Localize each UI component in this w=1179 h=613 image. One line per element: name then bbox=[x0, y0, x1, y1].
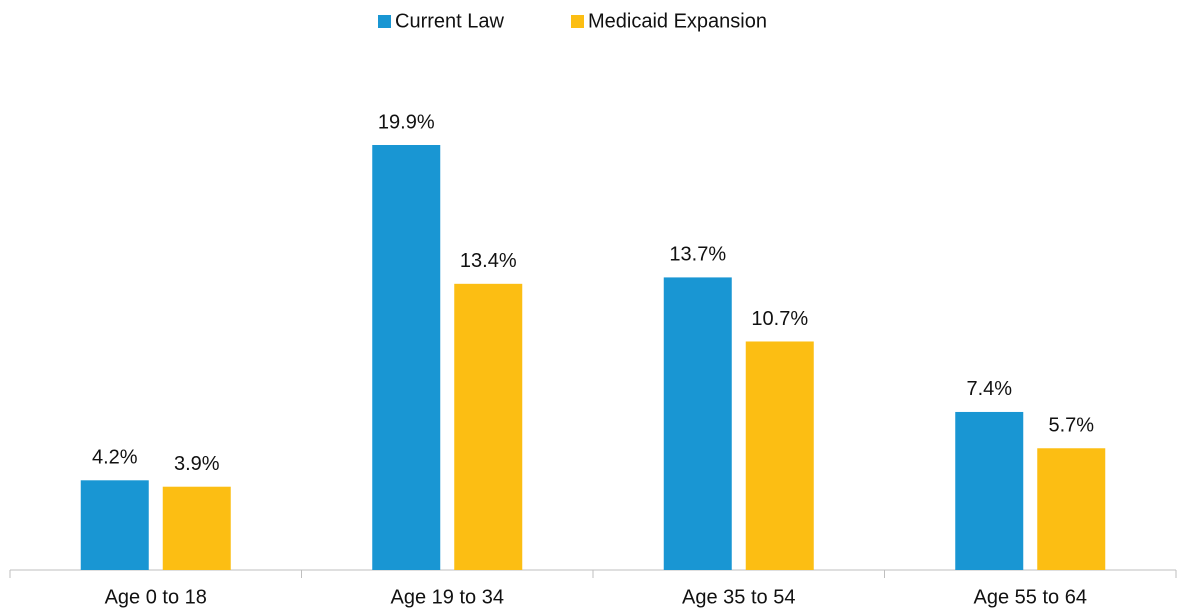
bar bbox=[80, 480, 149, 570]
bar bbox=[1037, 448, 1106, 570]
legend-swatch bbox=[571, 15, 584, 28]
value-label: 3.9% bbox=[174, 453, 220, 475]
legend-swatch bbox=[378, 15, 391, 28]
legend-label: Medicaid Expansion bbox=[588, 10, 767, 32]
bar bbox=[955, 411, 1024, 570]
bar bbox=[745, 341, 814, 570]
value-label: 7.4% bbox=[966, 378, 1012, 400]
value-label: 10.7% bbox=[751, 308, 808, 330]
value-label: 19.9% bbox=[378, 111, 435, 133]
bar bbox=[454, 283, 523, 570]
x-tick-label: Age 35 to 54 bbox=[682, 586, 795, 608]
bar bbox=[162, 486, 231, 570]
x-tick-label: Age 19 to 34 bbox=[391, 586, 504, 608]
x-tick-label: Age 55 to 64 bbox=[974, 586, 1087, 608]
bar bbox=[372, 145, 441, 570]
legend-label: Current Law bbox=[395, 10, 504, 32]
value-label: 13.4% bbox=[460, 250, 517, 272]
value-label: 4.2% bbox=[92, 447, 138, 469]
value-label: 5.7% bbox=[1048, 415, 1094, 437]
x-tick-label: Age 0 to 18 bbox=[105, 586, 207, 608]
value-label: 13.7% bbox=[669, 244, 726, 266]
bar bbox=[663, 277, 732, 570]
